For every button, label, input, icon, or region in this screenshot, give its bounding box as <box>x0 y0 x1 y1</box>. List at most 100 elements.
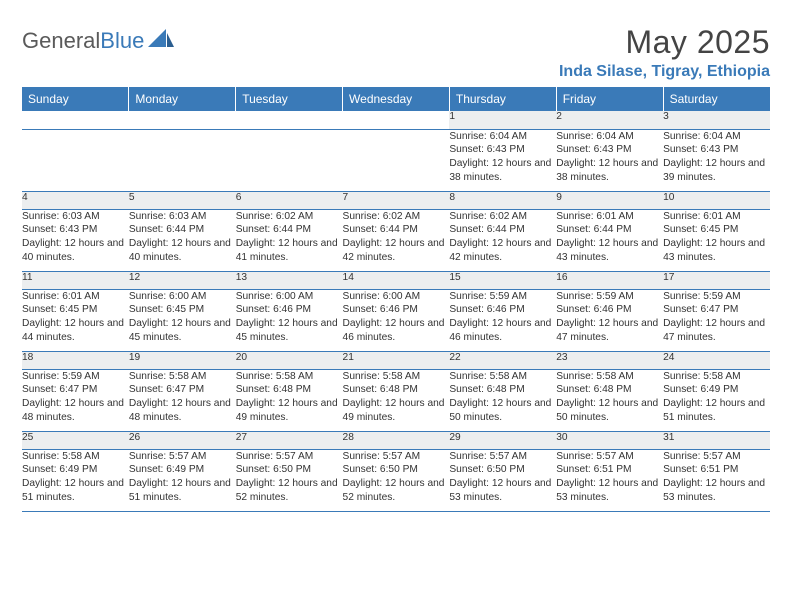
day-number-cell: 8 <box>449 191 556 209</box>
day-detail-cell: Sunrise: 5:57 AMSunset: 6:50 PMDaylight:… <box>236 449 343 511</box>
sunset-line: Sunset: 6:49 PM <box>129 463 236 477</box>
daynum-row: 18192021222324 <box>22 351 770 369</box>
sunrise-line: Sunrise: 6:00 AM <box>236 290 343 304</box>
daylight-line: Daylight: 12 hours and 48 minutes. <box>129 397 236 425</box>
day-detail-cell: Sunrise: 6:00 AMSunset: 6:45 PMDaylight:… <box>129 289 236 351</box>
sunrise-line: Sunrise: 5:58 AM <box>129 370 236 384</box>
sunrise-line: Sunrise: 5:58 AM <box>556 370 663 384</box>
daylight-line: Daylight: 12 hours and 50 minutes. <box>449 397 556 425</box>
day-detail-cell: Sunrise: 5:57 AMSunset: 6:51 PMDaylight:… <box>663 449 770 511</box>
day-detail-cell: Sunrise: 6:01 AMSunset: 6:45 PMDaylight:… <box>22 289 129 351</box>
daynum-row: 45678910 <box>22 191 770 209</box>
detail-row: Sunrise: 6:04 AMSunset: 6:43 PMDaylight:… <box>22 129 770 191</box>
sunset-line: Sunset: 6:43 PM <box>663 143 770 157</box>
daylight-line: Daylight: 12 hours and 46 minutes. <box>449 317 556 345</box>
title-block: May 2025 Inda Silase, Tigray, Ethiopia <box>559 24 770 81</box>
day-number-cell: 23 <box>556 351 663 369</box>
daylight-line: Daylight: 12 hours and 41 minutes. <box>236 237 343 265</box>
sunset-line: Sunset: 6:51 PM <box>556 463 663 477</box>
logo: GeneralBlue <box>22 24 174 54</box>
sunset-line: Sunset: 6:44 PM <box>449 223 556 237</box>
sunrise-line: Sunrise: 5:57 AM <box>343 450 450 464</box>
day-number-cell: 20 <box>236 351 343 369</box>
daylight-line: Daylight: 12 hours and 43 minutes. <box>556 237 663 265</box>
daylight-line: Daylight: 12 hours and 48 minutes. <box>22 397 129 425</box>
sunset-line: Sunset: 6:44 PM <box>556 223 663 237</box>
sunset-line: Sunset: 6:48 PM <box>343 383 450 397</box>
weekday-header: Friday <box>556 87 663 111</box>
day-detail-cell <box>22 129 129 191</box>
daylight-line: Daylight: 12 hours and 38 minutes. <box>449 157 556 185</box>
day-number-cell: 5 <box>129 191 236 209</box>
daylight-line: Daylight: 12 hours and 45 minutes. <box>129 317 236 345</box>
day-detail-cell: Sunrise: 5:58 AMSunset: 6:47 PMDaylight:… <box>129 369 236 431</box>
day-number-cell <box>129 111 236 129</box>
daylight-line: Daylight: 12 hours and 51 minutes. <box>663 397 770 425</box>
weekday-header-row: SundayMondayTuesdayWednesdayThursdayFrid… <box>22 87 770 111</box>
daynum-row: 123 <box>22 111 770 129</box>
day-number-cell: 17 <box>663 271 770 289</box>
day-detail-cell: Sunrise: 6:00 AMSunset: 6:46 PMDaylight:… <box>343 289 450 351</box>
sunset-line: Sunset: 6:50 PM <box>343 463 450 477</box>
day-number-cell: 13 <box>236 271 343 289</box>
day-number-cell: 2 <box>556 111 663 129</box>
daylight-line: Daylight: 12 hours and 52 minutes. <box>236 477 343 505</box>
sunset-line: Sunset: 6:49 PM <box>22 463 129 477</box>
sunrise-line: Sunrise: 5:57 AM <box>449 450 556 464</box>
sunset-line: Sunset: 6:48 PM <box>236 383 343 397</box>
sunrise-line: Sunrise: 5:57 AM <box>236 450 343 464</box>
sunrise-line: Sunrise: 6:00 AM <box>129 290 236 304</box>
sunrise-line: Sunrise: 6:02 AM <box>449 210 556 224</box>
day-number-cell: 10 <box>663 191 770 209</box>
sunrise-line: Sunrise: 5:57 AM <box>556 450 663 464</box>
daynum-row: 11121314151617 <box>22 271 770 289</box>
sunrise-line: Sunrise: 5:58 AM <box>663 370 770 384</box>
weekday-header: Tuesday <box>236 87 343 111</box>
sunrise-line: Sunrise: 6:01 AM <box>556 210 663 224</box>
logo-part2: Blue <box>100 28 144 53</box>
day-detail-cell: Sunrise: 5:58 AMSunset: 6:49 PMDaylight:… <box>22 449 129 511</box>
sunrise-line: Sunrise: 6:02 AM <box>236 210 343 224</box>
day-detail-cell: Sunrise: 5:59 AMSunset: 6:47 PMDaylight:… <box>22 369 129 431</box>
day-detail-cell: Sunrise: 6:04 AMSunset: 6:43 PMDaylight:… <box>556 129 663 191</box>
day-detail-cell: Sunrise: 6:03 AMSunset: 6:43 PMDaylight:… <box>22 209 129 271</box>
daylight-line: Daylight: 12 hours and 53 minutes. <box>449 477 556 505</box>
sunrise-line: Sunrise: 5:58 AM <box>343 370 450 384</box>
sunset-line: Sunset: 6:46 PM <box>343 303 450 317</box>
day-number-cell: 1 <box>449 111 556 129</box>
daylight-line: Daylight: 12 hours and 47 minutes. <box>663 317 770 345</box>
sunset-line: Sunset: 6:45 PM <box>22 303 129 317</box>
sunset-line: Sunset: 6:45 PM <box>129 303 236 317</box>
daynum-row: 25262728293031 <box>22 431 770 449</box>
daylight-line: Daylight: 12 hours and 49 minutes. <box>343 397 450 425</box>
sunrise-line: Sunrise: 6:04 AM <box>556 130 663 144</box>
sunrise-line: Sunrise: 6:01 AM <box>663 210 770 224</box>
daylight-line: Daylight: 12 hours and 49 minutes. <box>236 397 343 425</box>
sunset-line: Sunset: 6:43 PM <box>449 143 556 157</box>
sunrise-line: Sunrise: 5:58 AM <box>22 450 129 464</box>
day-number-cell: 30 <box>556 431 663 449</box>
day-detail-cell: Sunrise: 6:04 AMSunset: 6:43 PMDaylight:… <box>663 129 770 191</box>
sunset-line: Sunset: 6:47 PM <box>129 383 236 397</box>
day-detail-cell: Sunrise: 5:57 AMSunset: 6:49 PMDaylight:… <box>129 449 236 511</box>
day-number-cell: 26 <box>129 431 236 449</box>
daylight-line: Daylight: 12 hours and 43 minutes. <box>663 237 770 265</box>
weekday-header: Sunday <box>22 87 129 111</box>
daylight-line: Daylight: 12 hours and 46 minutes. <box>343 317 450 345</box>
sunrise-line: Sunrise: 6:04 AM <box>449 130 556 144</box>
day-number-cell <box>236 111 343 129</box>
day-detail-cell <box>236 129 343 191</box>
daylight-line: Daylight: 12 hours and 42 minutes. <box>343 237 450 265</box>
sunset-line: Sunset: 6:48 PM <box>556 383 663 397</box>
sunset-line: Sunset: 6:50 PM <box>449 463 556 477</box>
day-number-cell: 21 <box>343 351 450 369</box>
sunrise-line: Sunrise: 6:03 AM <box>22 210 129 224</box>
sunset-line: Sunset: 6:45 PM <box>663 223 770 237</box>
daylight-line: Daylight: 12 hours and 38 minutes. <box>556 157 663 185</box>
detail-row: Sunrise: 6:01 AMSunset: 6:45 PMDaylight:… <box>22 289 770 351</box>
sunset-line: Sunset: 6:47 PM <box>22 383 129 397</box>
day-number-cell: 15 <box>449 271 556 289</box>
day-number-cell: 18 <box>22 351 129 369</box>
sunrise-line: Sunrise: 6:04 AM <box>663 130 770 144</box>
day-detail-cell: Sunrise: 6:04 AMSunset: 6:43 PMDaylight:… <box>449 129 556 191</box>
